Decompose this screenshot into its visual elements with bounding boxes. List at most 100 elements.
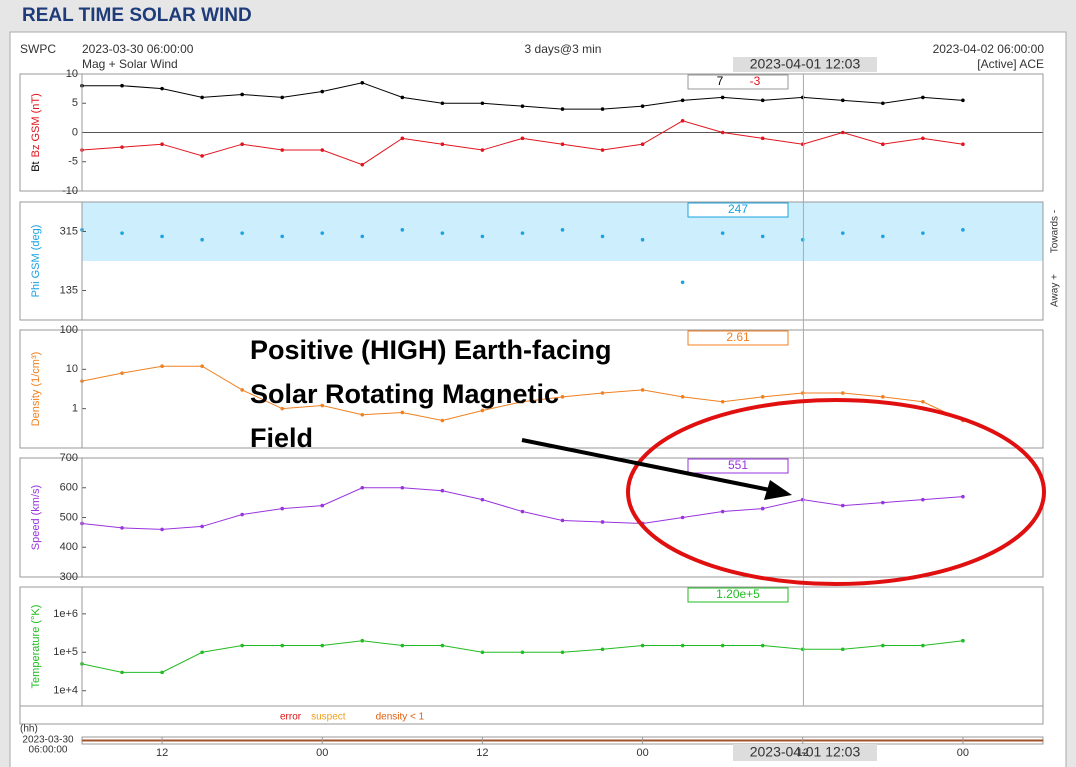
y-tick-label: 1e+5 <box>53 646 78 658</box>
data-point <box>240 92 244 97</box>
y-axis-label: Bt Bz GSM (nT) <box>30 93 42 172</box>
data-point <box>200 364 204 369</box>
y-axis-label: Temperature (°K) <box>30 605 42 689</box>
data-point <box>400 95 405 100</box>
annotation-layer <box>521 398 1046 586</box>
y-tick-label: 10 <box>66 68 78 80</box>
data-point <box>440 643 445 648</box>
data-point <box>160 234 164 239</box>
readout-box <box>687 202 789 218</box>
y-tick-label: 1e+6 <box>53 608 78 620</box>
data-point <box>520 231 525 235</box>
data-point <box>640 388 645 392</box>
data-point <box>840 647 845 652</box>
data-point <box>800 142 805 146</box>
data-point <box>560 228 565 232</box>
side-label: Away + <box>1050 274 1061 307</box>
data-point <box>360 638 365 643</box>
data-point <box>680 280 685 285</box>
side-label: Towards - <box>1050 210 1061 253</box>
data-point <box>640 643 645 648</box>
data-point <box>440 488 445 493</box>
y-tick-label: 5 <box>72 97 78 109</box>
data-point <box>480 234 485 239</box>
data-point <box>480 497 485 502</box>
data-point <box>480 408 485 413</box>
data-point <box>881 500 885 505</box>
data-point <box>520 104 525 108</box>
data-point <box>921 136 925 141</box>
data-point <box>520 136 525 141</box>
data-point <box>600 647 605 652</box>
data-point <box>440 142 445 146</box>
data-point <box>360 80 365 85</box>
axis-start-time: 06:00:00 <box>29 745 68 756</box>
data-point <box>440 101 445 106</box>
data-point <box>760 395 765 399</box>
data-point <box>400 136 405 141</box>
data-point <box>440 418 445 423</box>
data-point <box>280 95 285 100</box>
data-point <box>120 670 124 675</box>
data-point <box>680 119 685 123</box>
time-unit: (hh) <box>20 724 38 735</box>
readout-box <box>687 330 789 346</box>
status-row <box>19 705 1044 725</box>
data-point <box>881 234 885 239</box>
data-point <box>120 145 124 149</box>
data-point <box>961 142 965 146</box>
data-point <box>961 494 965 499</box>
data-point <box>921 95 925 100</box>
data-point <box>160 142 164 146</box>
data-point <box>720 509 725 514</box>
data-point <box>600 520 605 524</box>
data-point <box>160 527 164 532</box>
data-point <box>760 506 765 511</box>
data-point <box>440 231 445 235</box>
data-point <box>120 526 124 530</box>
y-tick-label: 0 <box>72 126 78 138</box>
data-point <box>600 107 605 111</box>
data-point <box>240 643 244 648</box>
cursor-box <box>733 57 877 72</box>
data-point <box>720 231 725 235</box>
data-point <box>280 643 285 648</box>
readout-value: 1.20e+5 <box>716 587 760 601</box>
readout-box <box>687 458 789 474</box>
readout-value: -3 <box>750 74 761 88</box>
data-point <box>720 130 725 135</box>
data-point <box>240 142 244 146</box>
y-tick-label: 700 <box>60 452 78 464</box>
data-point <box>600 234 605 239</box>
data-point <box>680 515 685 520</box>
data-point <box>320 231 325 235</box>
readout-value: 7 <box>717 74 724 88</box>
data-point <box>881 643 885 648</box>
data-point <box>520 650 525 655</box>
cursor-box-bottom <box>733 744 877 761</box>
readout-box <box>687 74 789 90</box>
arrow-head <box>764 480 792 500</box>
data-point <box>921 643 925 648</box>
data-point <box>840 391 845 395</box>
data-point <box>800 497 805 502</box>
panel-frame-top <box>81 201 1044 321</box>
y-tick-label: 315 <box>60 225 78 237</box>
data-point <box>760 98 765 103</box>
data-point <box>280 234 285 239</box>
data-point <box>400 485 405 490</box>
y-tick-label: 135 <box>60 284 78 296</box>
data-point <box>520 509 525 514</box>
data-point <box>560 650 565 655</box>
data-point <box>400 410 405 415</box>
readout-value: 551 <box>728 458 748 472</box>
data-point <box>240 231 244 235</box>
data-point <box>120 83 124 88</box>
data-point <box>280 148 285 152</box>
y-axis-label: Density (1/cm³) <box>30 352 42 427</box>
data-point <box>840 503 845 508</box>
data-point <box>400 643 405 648</box>
data-point <box>961 98 965 103</box>
highlight-ellipse <box>626 398 1046 586</box>
status-legend: suspect <box>311 712 346 723</box>
